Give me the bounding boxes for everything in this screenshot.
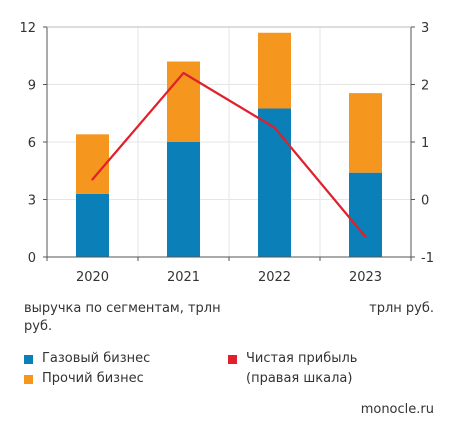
bars <box>76 32 382 257</box>
legend-label-gas: Газовый бизнес <box>42 351 151 366</box>
bar-gas-2023 <box>349 172 382 257</box>
bar-other-2021 <box>167 61 200 142</box>
y-tick-label: 6 <box>28 136 36 151</box>
bar-gas-2020 <box>76 193 109 257</box>
legend-swatch-gas <box>24 355 33 364</box>
legend-swatch-other <box>24 375 33 384</box>
y-tick-label: 0 <box>28 251 36 266</box>
legend-label-other: Прочий бизнес <box>42 371 144 386</box>
legend-label-profit: Чистая прибыль <box>246 351 358 366</box>
y-tick-label: 12 <box>19 21 36 36</box>
x-tick-label: 2022 <box>258 270 291 285</box>
source-label: monocle.ru <box>360 402 434 417</box>
left-axis-unit-label: выручка по сегментам, трлн руб. <box>24 301 221 334</box>
y2-tick-label: 1 <box>421 136 429 151</box>
x-tick-label: 2020 <box>76 270 109 285</box>
bar-gas-2022 <box>258 108 291 257</box>
profit-line-path <box>91 71 367 238</box>
y2-tick-label: 2 <box>421 79 429 94</box>
profit-line <box>91 71 367 238</box>
right-axis-unit-label: трлн руб. <box>369 301 434 316</box>
bar-gas-2021 <box>167 142 200 257</box>
y-tick-label: 3 <box>28 194 36 209</box>
bar-other-2023 <box>349 93 382 173</box>
legend-sublabel-profit: (правая шкала) <box>246 371 353 386</box>
y2-tick-label: -1 <box>421 251 434 266</box>
bar-other-2022 <box>258 32 291 109</box>
y2-tick-label: 3 <box>421 21 429 36</box>
y2-tick-label: 0 <box>421 194 429 209</box>
x-tick-label: 2023 <box>349 270 382 285</box>
legend-swatch-profit <box>228 355 237 364</box>
y-tick-label: 9 <box>28 79 36 94</box>
bar-other-2020 <box>76 134 109 194</box>
axes <box>43 26 415 261</box>
x-tick-label: 2021 <box>167 270 200 285</box>
